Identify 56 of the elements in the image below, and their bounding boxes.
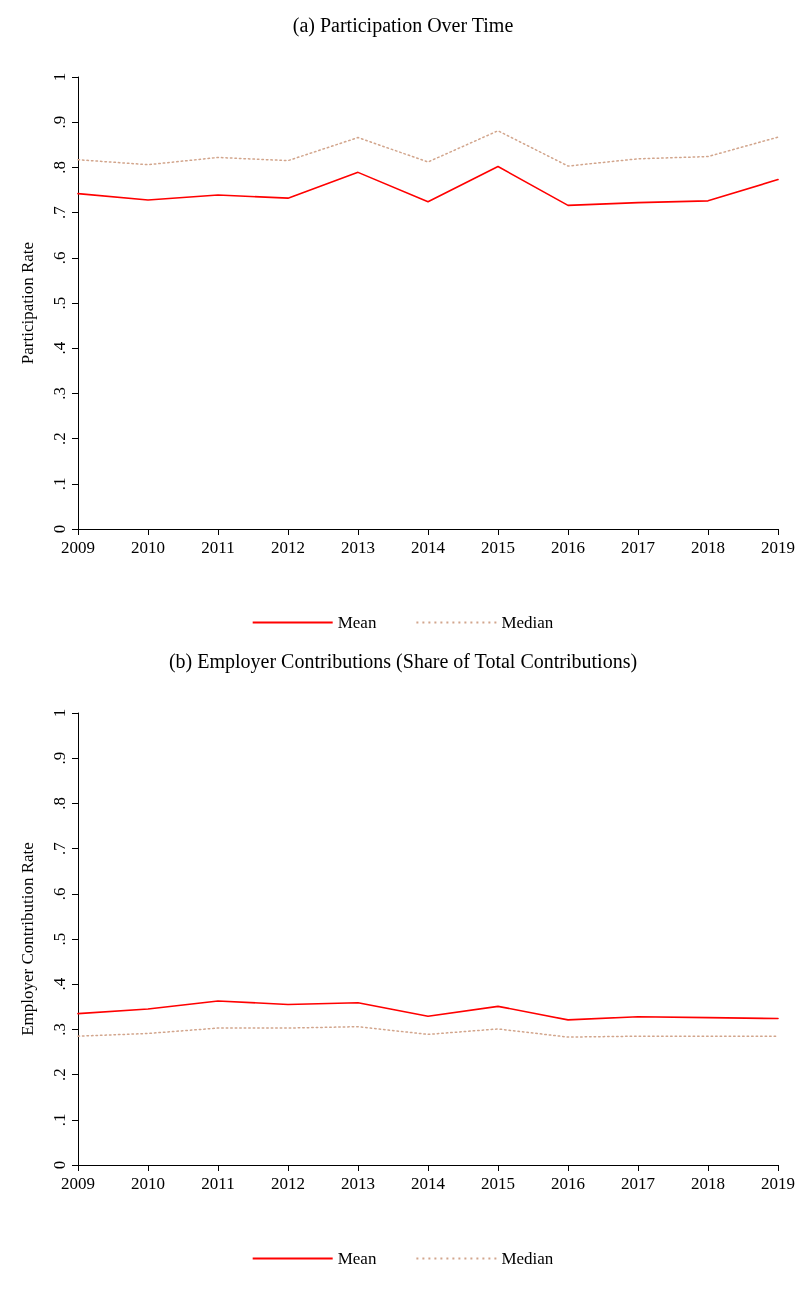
chart-title: (b) Employer Contributions (Share of Total Contributions) xyxy=(168,650,638,673)
y-tick-label: .4 xyxy=(50,977,69,991)
y-tick-label: 1 xyxy=(50,708,69,718)
y-tick-label: .9 xyxy=(50,115,69,129)
x-tick-label: 2016 xyxy=(551,1174,585,1193)
x-tick-label: 2017 xyxy=(621,1174,656,1193)
y-tick-label: .8 xyxy=(50,797,69,810)
x-tick-label: 2009 xyxy=(61,538,95,557)
y-tick-label: .7 xyxy=(50,205,69,219)
y-tick-label: 0 xyxy=(50,524,69,534)
x-tick-label: 2015 xyxy=(481,538,515,557)
x-tick-label: 2017 xyxy=(621,538,656,557)
legend-label: Mean xyxy=(337,613,377,632)
x-tick-label: 2019 xyxy=(761,1174,795,1193)
x-tick-label: 2011 xyxy=(201,1174,235,1193)
y-tick-label: .3 xyxy=(50,1023,69,1036)
y-tick-label: .2 xyxy=(50,1068,69,1081)
x-tick-label: 2014 xyxy=(411,1174,446,1193)
y-tick-label: .1 xyxy=(50,477,69,491)
x-tick-label: 2019 xyxy=(761,538,795,557)
x-tick-label: 2018 xyxy=(691,538,725,557)
y-tick-label: .6 xyxy=(50,887,69,901)
x-tick-label: 2016 xyxy=(551,538,585,557)
y-axis-title: Participation Rate xyxy=(18,241,37,365)
y-tick-label: .5 xyxy=(50,932,69,946)
x-tick-label: 2015 xyxy=(481,1174,515,1193)
y-tick-label: .1 xyxy=(50,1113,69,1127)
x-tick-label: 2013 xyxy=(341,1174,375,1193)
y-tick-label: .9 xyxy=(50,751,69,765)
y-tick-label: .5 xyxy=(50,296,69,310)
x-tick-label: 2014 xyxy=(411,538,446,557)
line-series xyxy=(77,165,779,207)
x-tick-label: 2013 xyxy=(341,538,375,557)
x-tick-label: 2010 xyxy=(131,538,165,557)
y-tick-label: .7 xyxy=(50,841,69,855)
y-tick-label: .6 xyxy=(50,251,69,265)
y-tick-label: 0 xyxy=(50,1160,69,1170)
x-tick-label: 2009 xyxy=(61,1174,95,1193)
legend-label: Median xyxy=(501,613,554,632)
line-series xyxy=(77,1025,779,1038)
x-tick-label: 2018 xyxy=(691,1174,725,1193)
y-tick-label: .8 xyxy=(50,161,69,174)
x-tick-label: 2012 xyxy=(271,538,305,557)
x-tick-label: 2011 xyxy=(201,538,235,557)
line-series xyxy=(77,1000,779,1021)
x-tick-label: 2012 xyxy=(271,1174,305,1193)
y-axis-title: Employer Contribution Rate xyxy=(18,842,37,1036)
y-tick-label: 1 xyxy=(50,72,69,82)
chart-title: (a) Participation Over Time xyxy=(292,14,514,37)
legend-label: Median xyxy=(501,1249,554,1268)
y-tick-label: .3 xyxy=(50,387,69,400)
legend-label: Mean xyxy=(337,1249,377,1268)
y-tick-label: .2 xyxy=(50,432,69,445)
x-tick-label: 2010 xyxy=(131,1174,165,1193)
y-tick-label: .4 xyxy=(50,341,69,355)
line-series xyxy=(77,130,779,167)
